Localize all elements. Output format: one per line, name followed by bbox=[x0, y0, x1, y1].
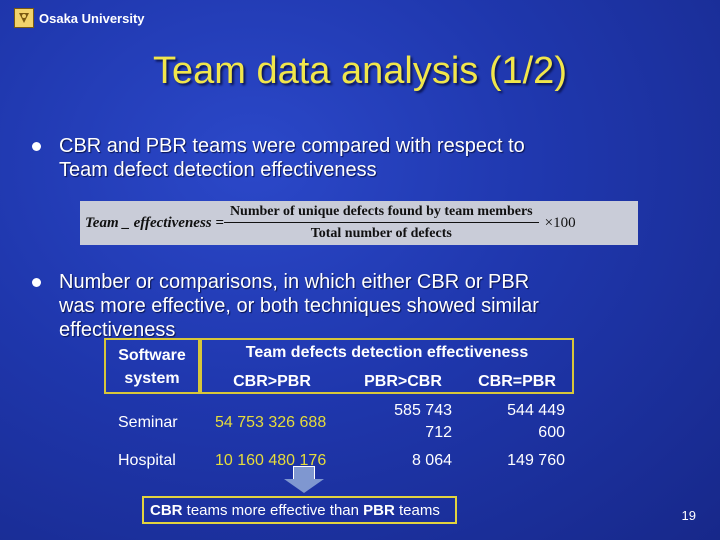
bullet-dot-icon bbox=[32, 142, 41, 151]
page-number: 19 bbox=[681, 508, 696, 523]
formula-multiplier: ×100 bbox=[544, 214, 576, 231]
column-header: CBR=PBR bbox=[478, 373, 556, 390]
header: Osaka University bbox=[14, 8, 145, 28]
table-cell-pbr-gt-cbr: 585 743 bbox=[394, 402, 452, 419]
conclusion-text: CBR teams more effective than PBR teams bbox=[150, 502, 440, 519]
formula-numerator: Number of unique defects found by team m… bbox=[223, 204, 539, 223]
conclusion-suffix: teams bbox=[394, 502, 440, 519]
bullet-1-line-2: Team defect detection effectiveness bbox=[59, 159, 377, 181]
system-header-line-2: system bbox=[124, 370, 180, 387]
bullet-2-line-1: Number or comparisons, in which either C… bbox=[59, 271, 530, 293]
table-cell-pbr-gt-cbr: 712 bbox=[425, 424, 452, 441]
bullet-1-line-1: CBR and PBR teams were compared with res… bbox=[59, 135, 525, 157]
down-arrow-head-icon bbox=[284, 479, 324, 493]
column-header: CBR>PBR bbox=[233, 373, 311, 390]
table-cell-cbr-gt-pbr: 54 753 326 688 bbox=[215, 414, 327, 431]
bullet-1: CBR and PBR teams were compared with res… bbox=[32, 134, 525, 182]
conclusion-mid-bold: PBR bbox=[363, 502, 395, 519]
table-cell-equal: 544 449 bbox=[507, 402, 565, 419]
table-cell-system: Seminar bbox=[118, 414, 178, 431]
university-crest-icon bbox=[14, 8, 34, 28]
column-header: PBR>CBR bbox=[364, 373, 442, 390]
group-header-box bbox=[200, 338, 574, 394]
system-header-box bbox=[104, 338, 200, 394]
table-cell-cbr-gt-pbr: 10 160 480 176 bbox=[215, 452, 327, 469]
table-cell-equal: 600 bbox=[538, 424, 565, 441]
group-header: Team defects detection effectiveness bbox=[245, 344, 529, 361]
formula-fraction: Number of unique defects found by team m… bbox=[223, 204, 539, 242]
bullet-2-line-2: was more effective, or both techniques s… bbox=[59, 295, 539, 317]
bullet-2: Number or comparisons, in which either C… bbox=[32, 270, 539, 342]
effectiveness-formula: Team _ effectiveness = Number of unique … bbox=[80, 201, 638, 245]
table-cell-pbr-gt-cbr: 8 064 bbox=[411, 452, 452, 469]
page-title: Team data analysis (1/2) bbox=[153, 50, 567, 92]
formula-denominator: Total number of defects bbox=[310, 226, 452, 241]
table-cell-system: Hospital bbox=[118, 452, 176, 469]
conclusion-box bbox=[142, 496, 457, 524]
conclusion-prefix: CBR bbox=[150, 502, 183, 519]
bullet-2-line-3: effectiveness bbox=[59, 319, 176, 341]
down-arrow-icon bbox=[293, 466, 315, 480]
table-cell-equal: 149 760 bbox=[507, 452, 565, 469]
formula-lhs: Team _ effectiveness = bbox=[85, 214, 224, 231]
conclusion-mid: teams more effective than bbox=[182, 502, 364, 519]
organization-name: Osaka University bbox=[39, 10, 145, 26]
system-header-line-1: Software bbox=[118, 347, 186, 364]
bullet-dot-icon bbox=[32, 278, 41, 287]
